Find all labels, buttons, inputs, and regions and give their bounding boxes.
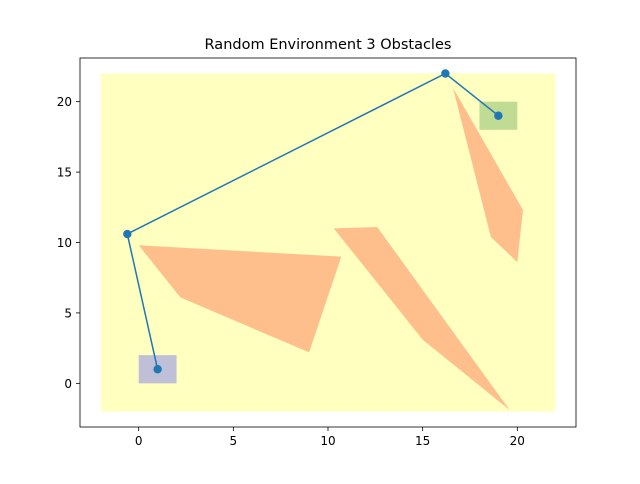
path-point-2 xyxy=(123,229,132,239)
chart-title: Random Environment 3 Obstacles xyxy=(205,37,452,53)
x-tick-label: 10 xyxy=(320,434,335,448)
x-tick-label: 20 xyxy=(510,434,525,448)
y-axis: 0 5 10 15 20 xyxy=(57,95,80,391)
plot-content xyxy=(100,69,556,412)
y-tick-label: 20 xyxy=(57,95,72,109)
obstacle-1 xyxy=(138,245,342,353)
y-tick-label: 15 xyxy=(57,166,72,180)
x-tick-label: 0 xyxy=(135,434,143,448)
path-point-1 xyxy=(153,365,162,374)
x-tick-label: 5 xyxy=(230,434,238,448)
y-tick-label: 0 xyxy=(64,377,72,391)
y-tick-label: 5 xyxy=(64,306,72,320)
path-point-4 xyxy=(494,111,503,120)
x-tick-label: 15 xyxy=(415,434,430,448)
obstacle-3 xyxy=(452,87,523,263)
x-axis: 0 5 10 15 20 xyxy=(135,427,525,448)
obstacle-2 xyxy=(333,227,510,411)
y-tick-label: 10 xyxy=(57,236,72,250)
path-point-3 xyxy=(441,69,450,78)
path-line xyxy=(126,72,499,370)
